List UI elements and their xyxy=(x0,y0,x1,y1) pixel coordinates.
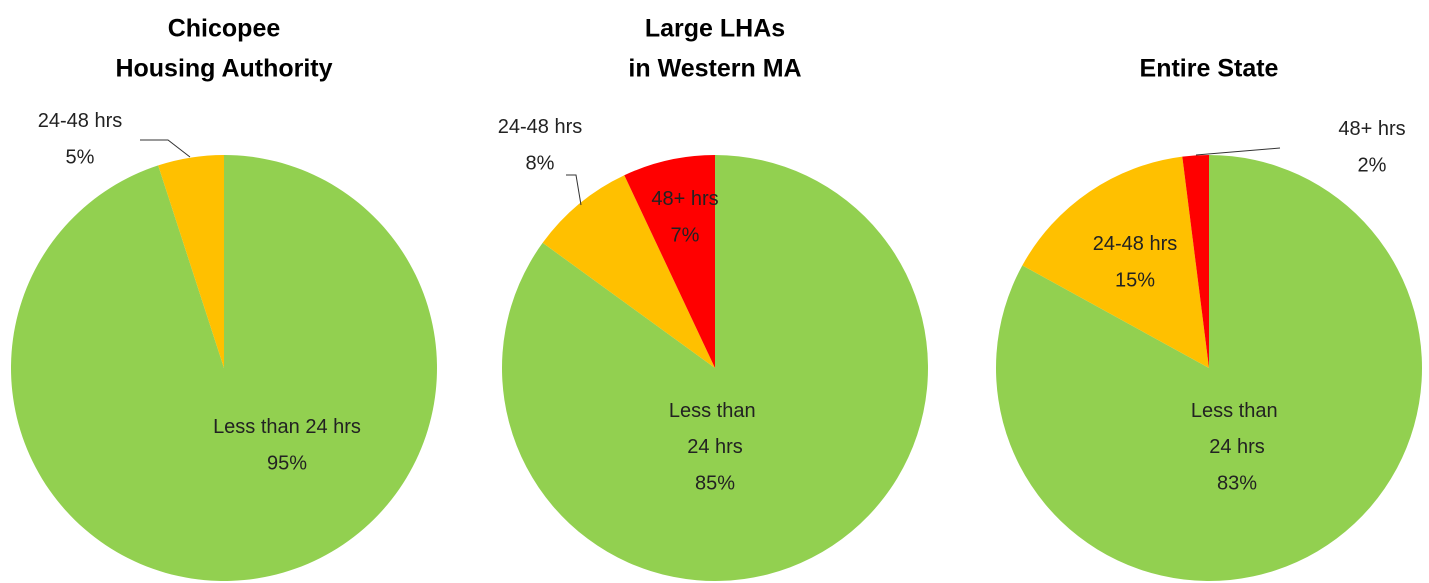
pie-slice xyxy=(10,155,437,581)
slice-label: Less than 24 hrs xyxy=(213,416,361,438)
leader-line xyxy=(566,174,582,206)
slice-value-label: 5% xyxy=(66,146,95,168)
chart-title: Chicopee xyxy=(168,15,281,43)
pie-slice xyxy=(542,175,715,368)
slice-value-label: 83% xyxy=(1217,472,1257,494)
slice-value-label: 7% xyxy=(671,224,700,246)
slice-label: 24-48 hrs xyxy=(498,116,583,138)
slice-label: 24-48 hrs xyxy=(38,110,123,132)
slice-label: Less than 24 hrs xyxy=(1191,400,1283,458)
slice-value-label: 95% xyxy=(267,452,307,474)
slice-value-label: 2% xyxy=(1358,154,1387,176)
leader-line xyxy=(1195,147,1281,156)
chart-title: Entire State xyxy=(1140,55,1279,83)
pie-slice xyxy=(158,155,224,368)
chart-title: Large LHAs xyxy=(645,15,785,43)
leader-line xyxy=(140,139,191,158)
slice-value-label: 8% xyxy=(526,152,555,174)
chart-title: in Western MA xyxy=(628,55,801,83)
slice-value-label: 15% xyxy=(1115,269,1155,291)
pie-slice xyxy=(995,155,1422,581)
chart-title: Housing Authority xyxy=(115,55,332,83)
slice-value-label: 85% xyxy=(695,472,735,494)
pie-slice xyxy=(1182,155,1209,368)
slice-label: 48+ hrs xyxy=(651,188,718,210)
slice-label: Less than 24 hrs xyxy=(669,400,761,458)
slice-label: 48+ hrs xyxy=(1338,118,1405,140)
pie-slice xyxy=(624,155,715,368)
slice-label: 24-48 hrs xyxy=(1093,233,1178,255)
pie-slice xyxy=(1022,156,1209,368)
pie-slice xyxy=(502,155,929,581)
